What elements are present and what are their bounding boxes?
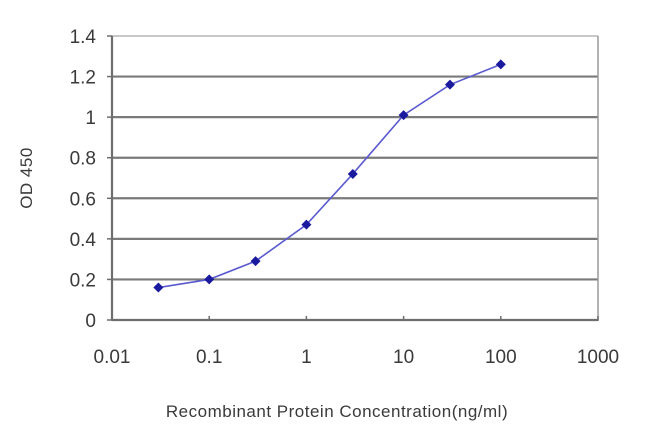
y-axis-title: OD 450 — [17, 147, 36, 209]
y-tick-label: 0.8 — [70, 149, 96, 170]
diamond-marker — [250, 256, 261, 267]
x-tick-label: 100 — [485, 347, 517, 368]
diamond-marker — [204, 274, 215, 285]
diamond-marker — [398, 110, 409, 121]
y-tick-label: 0 — [85, 311, 96, 332]
y-tick-label: 1 — [85, 108, 96, 129]
x-axis-title: Recombinant Protein Concentration(ng/ml) — [166, 402, 508, 421]
y-axis-tick-labels: 0 0.2 0.4 0.6 0.8 1 1.2 1.4 — [70, 27, 97, 332]
data-series — [153, 59, 506, 293]
x-tick-label: 0.1 — [196, 347, 222, 368]
diamond-marker — [495, 59, 506, 70]
x-tick-label: 1 — [301, 347, 312, 368]
diamond-marker — [347, 168, 358, 179]
y-tick-label: 0.4 — [70, 230, 97, 251]
x-tick-label: 10 — [393, 347, 414, 368]
series-line — [158, 63, 502, 289]
x-tick-label: 0.01 — [94, 347, 131, 368]
gridlines — [112, 75, 598, 281]
diamond-marker — [444, 79, 455, 90]
y-tick-label: 1.4 — [70, 27, 97, 48]
x-tick-label: 1000 — [577, 347, 619, 368]
y-tick-label: 1.2 — [70, 68, 96, 89]
x-axis-tick-labels: 0.01 0.1 1 10 100 1000 — [94, 347, 620, 368]
y-tick-label: 0.2 — [70, 270, 96, 291]
diamond-marker — [301, 219, 312, 230]
y-tick-label: 0.6 — [70, 189, 96, 210]
plot-frame — [107, 35, 599, 322]
diamond-marker — [153, 282, 164, 293]
